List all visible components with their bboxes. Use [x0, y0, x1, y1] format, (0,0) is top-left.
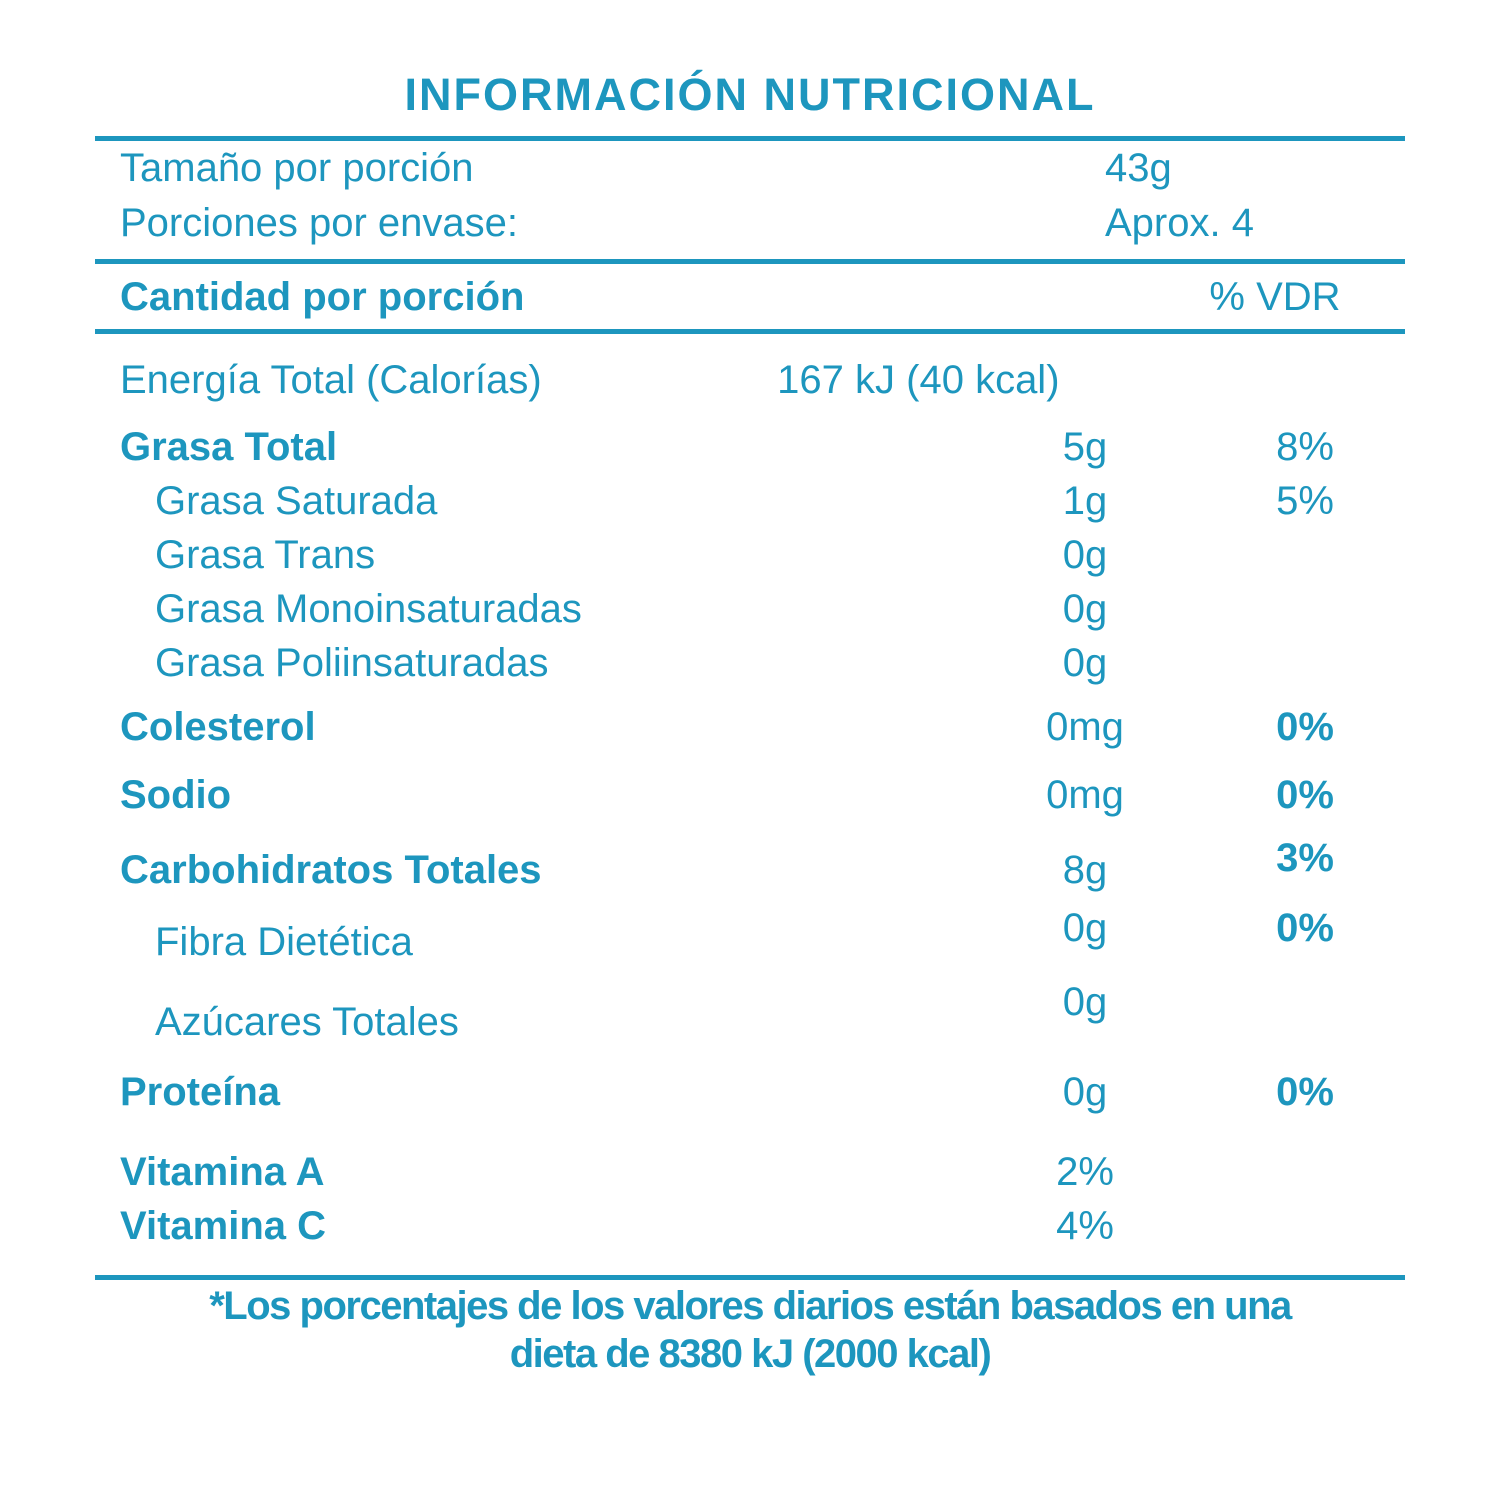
nutrient-row: Fibra Dietética 0g 0%	[95, 906, 1405, 969]
vitamin-row: Vitamina A 2%	[95, 1145, 1405, 1199]
energy-value: 167 kJ (40 kcal)	[777, 358, 1060, 402]
divider-bottom	[95, 1275, 1405, 1280]
nutrient-label: Azúcares Totales	[155, 1000, 459, 1044]
nutrient-row: Colesterol 0mg 0%	[95, 700, 1405, 754]
nutrient-row: Grasa Total 5g 8%	[95, 420, 1405, 474]
nutrient-amount: 0g	[1062, 906, 1108, 950]
energy-label: Energía Total (Calorías)	[120, 358, 542, 402]
nutrient-label: Colesterol	[120, 705, 316, 749]
nutrient-amount: 4%	[1056, 1204, 1114, 1248]
nutrient-amount: 5g	[1062, 425, 1108, 469]
nutrient-daily-value: 5%	[1276, 479, 1334, 523]
servings-per-container-label: Porciones por envase:	[120, 201, 519, 245]
serving-size-row: Tamaño por porción 43g	[95, 141, 1405, 196]
nutrient-daily-value: 3%	[1276, 836, 1334, 880]
nutrient-row: Proteína 0g 0%	[95, 1065, 1405, 1119]
nutrient-label: Sodio	[120, 773, 232, 817]
vitamin-row: Vitamina C 4%	[95, 1199, 1405, 1253]
nutrient-row: Grasa Saturada 1g 5%	[95, 474, 1405, 528]
nutrient-daily-value: 0%	[1276, 906, 1334, 950]
nutrient-row: Grasa Trans 0g	[95, 528, 1405, 582]
servings-per-container-row: Porciones por envase: Aprox. 4	[95, 196, 1405, 251]
nutrient-row: Sodio 0mg 0%	[95, 768, 1405, 822]
nutrient-label: Grasa Total	[120, 425, 338, 469]
nutrient-label: Vitamina A	[120, 1150, 325, 1194]
nutrient-amount: 1g	[1062, 479, 1108, 523]
column-header-row: Cantidad por porción % VDR	[95, 269, 1405, 325]
nutrient-daily-value: 0%	[1276, 1070, 1334, 1114]
nutrient-amount: 0mg	[1046, 773, 1124, 817]
footnote-line-2: dieta de 8380 kJ (2000 kcal)	[509, 1332, 992, 1376]
nutrient-amount: 8g	[1062, 848, 1108, 892]
divider-header	[95, 329, 1405, 334]
label-title: INFORMACIÓN NUTRICIONAL	[404, 69, 1096, 120]
divider-serving	[95, 259, 1405, 264]
vitamin-rows: Vitamina A 2% Vitamina C 4%	[95, 1145, 1405, 1253]
nutrient-amount: 0mg	[1046, 705, 1124, 749]
nutrient-amount: 0g	[1062, 533, 1108, 577]
nutrient-label: Grasa Poliinsaturadas	[155, 641, 549, 685]
divider-top	[95, 136, 1405, 141]
nutrient-daily-value: 0%	[1276, 705, 1334, 749]
energy-row: Energía Total (Calorías) 167 kJ (40 kcal…	[95, 352, 1405, 408]
nutrient-label: Grasa Trans	[155, 533, 376, 577]
nutrient-amount: 0g	[1062, 980, 1108, 1024]
nutrient-label: Proteína	[120, 1070, 281, 1114]
footnote: *Los porcentajes de los valores diarios …	[95, 1282, 1405, 1378]
serving-size-value: 43g	[1105, 146, 1172, 190]
amount-per-serving-header: Cantidad por porción	[120, 275, 525, 319]
nutrient-row: Grasa Poliinsaturadas 0g	[95, 636, 1405, 690]
nutrient-amount: 2%	[1056, 1150, 1114, 1194]
nutrient-label: Vitamina C	[120, 1204, 326, 1248]
nutrient-label: Carbohidratos Totales	[120, 848, 542, 892]
nutrient-amount: 0g	[1062, 1070, 1108, 1114]
nutrient-amount: 0g	[1062, 587, 1108, 631]
servings-per-container-value: Aprox. 4	[1105, 201, 1254, 245]
nutrient-label: Fibra Dietética	[155, 920, 413, 964]
footnote-line-1: *Los porcentajes de los valores diarios …	[209, 1284, 1292, 1328]
nutrient-amount: 0g	[1062, 641, 1108, 685]
serving-size-label: Tamaño por porción	[120, 146, 474, 190]
nutrient-rows: Grasa Total 5g 8% Grasa Saturada 1g 5% Grasa T…	[95, 420, 1405, 1119]
nutrient-label: Grasa Monoinsaturadas	[155, 587, 582, 631]
nutrient-row: Grasa Monoinsaturadas 0g	[95, 582, 1405, 636]
nutrient-row: Azúcares Totales 0g	[95, 980, 1405, 1049]
daily-value-header: % VDR	[1209, 275, 1341, 319]
nutrient-daily-value: 8%	[1276, 425, 1334, 469]
nutrient-row: Carbohidratos Totales 8g 3%	[95, 836, 1405, 897]
nutrient-label: Grasa Saturada	[155, 479, 438, 523]
nutrient-daily-value: 0%	[1276, 773, 1334, 817]
